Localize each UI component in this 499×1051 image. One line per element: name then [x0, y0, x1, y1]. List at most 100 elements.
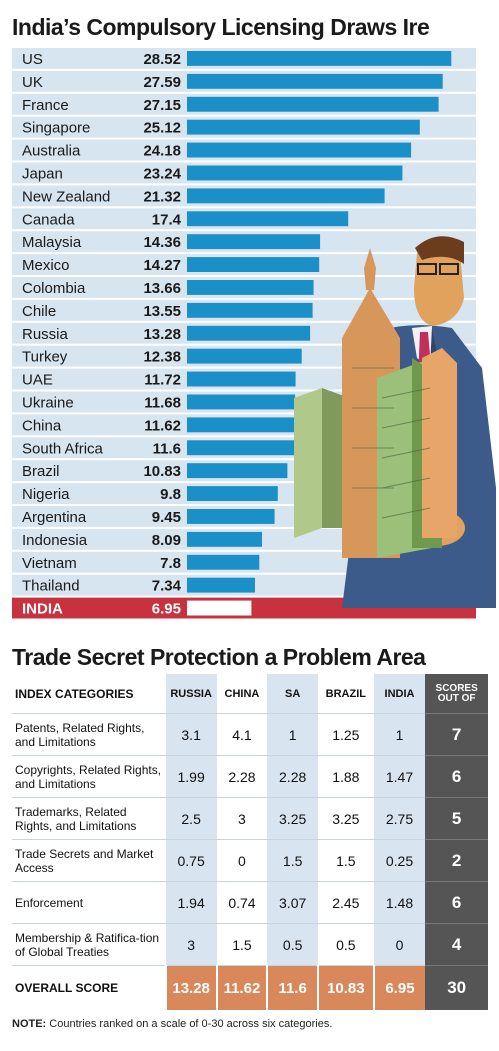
bar [187, 348, 302, 364]
bar [187, 51, 452, 66]
category-label: Mexico [22, 257, 70, 274]
bar [187, 577, 255, 593]
bar [187, 96, 439, 112]
value-label: 21.32 [143, 188, 181, 205]
table-cell: 2.5 [165, 797, 217, 840]
table-cell: 0 [216, 839, 268, 882]
value-label: 11.72 [144, 372, 181, 389]
bar [187, 257, 320, 272]
table-cell: 2.45 [317, 881, 374, 924]
table-row: Membership & Ratifica-tion of Global Tre… [12, 923, 488, 966]
value-label: 9.45 [152, 509, 181, 526]
category-label: New Zealand [22, 188, 110, 205]
header-scores-line1: SCORES [435, 682, 478, 694]
category-label: Nigeria [22, 486, 70, 503]
businessman-illustration [294, 236, 496, 608]
value-label: 17.4 [152, 211, 182, 228]
bar [187, 554, 260, 570]
table-row: Trade Secrets and Market Access 0.75 0 1.5 1… [12, 839, 488, 882]
table-cell: 0.5 [317, 923, 374, 966]
header-scores-out-of: SCORES OUT OF [425, 674, 488, 714]
value-label: 27.15 [143, 97, 181, 114]
row-category: Membership & Ratifica-tion of Global Tre… [12, 923, 166, 966]
row-category: Copyrights, Related Rights, and Limitati… [12, 755, 166, 798]
table-cell: 0.25 [373, 839, 426, 882]
value-label: 24.18 [143, 143, 181, 160]
overall-score-cell: 11.62 [215, 965, 268, 1010]
table-cell: 1.5 [317, 839, 374, 882]
category-label: South Africa [22, 440, 104, 457]
row-category: Trade Secrets and Market Access [12, 839, 166, 882]
value-label: 14.36 [143, 234, 181, 251]
category-label: Canada [22, 211, 75, 228]
table-cell: 0.74 [216, 881, 268, 924]
out-of-cell: 7 [425, 713, 488, 756]
category-label: Brazil [22, 463, 60, 480]
table-cell: 1.5 [267, 839, 318, 882]
table-cell: 3.25 [267, 797, 318, 840]
footnote-label: NOTE: [12, 1018, 47, 1030]
header-category: INDEX CATEGORIES [12, 674, 166, 714]
table-title: Trade Secret Protection a Problem Area [12, 644, 426, 670]
chart-title: India’s Compulsory Licensing Draws Ire [12, 14, 430, 40]
header-country: RUSSIA [165, 674, 217, 714]
row-category: Trademarks, Related Rights, and Limitati… [12, 797, 166, 840]
table-cell: 1 [267, 713, 318, 756]
overall-score-label: OVERALL SCORE [12, 965, 166, 1010]
category-label: Turkey [22, 349, 68, 366]
bar [187, 234, 321, 250]
category-label: Colombia [22, 280, 86, 297]
header-country: BRAZIL [317, 674, 374, 714]
table-row: Trademarks, Related Rights, and Limitati… [12, 797, 488, 840]
bar [187, 463, 288, 479]
category-label: Australia [22, 143, 81, 160]
category-label: Singapore [22, 120, 90, 137]
table-cell: 2.28 [267, 755, 318, 798]
table-cell: 3.07 [267, 881, 318, 924]
category-label: Japan [22, 166, 63, 183]
bar [187, 119, 420, 135]
table-row: Patents, Related Rights, and Limitations… [12, 713, 488, 756]
category-label: Ukraine [22, 395, 74, 412]
value-label: 23.24 [143, 166, 181, 183]
table-header-row: INDEX CATEGORIES RUSSIA CHINA SA BRAZIL … [12, 674, 488, 714]
overall-score-cell: 10.83 [316, 965, 374, 1010]
category-label: Argentina [22, 509, 87, 526]
highlight-bar [187, 600, 252, 616]
category-label: Vietnam [22, 555, 77, 572]
table-row: Enforcement 1.94 0.74 3.07 2.45 1.48 6 [12, 881, 488, 924]
value-label: 13.55 [143, 303, 181, 320]
out-of-cell: 4 [425, 923, 488, 966]
table-cell: 2.75 [373, 797, 426, 840]
category-label: Thailand [22, 578, 80, 595]
category-label: France [22, 97, 69, 114]
bar [187, 325, 311, 341]
table-cell: 1.94 [165, 881, 217, 924]
category-label: Chile [22, 303, 56, 320]
overall-out-of-cell: 30 [425, 965, 488, 1010]
category-label: China [22, 417, 62, 434]
index-table: INDEX CATEGORIES RUSSIA CHINA SA BRAZIL … [12, 674, 488, 1010]
value-label: 25.12 [143, 120, 181, 137]
overall-score-cell: 6.95 [372, 965, 426, 1010]
table-cell: 3 [165, 923, 217, 966]
table-cell: 0.75 [165, 839, 217, 882]
value-label: 9.8 [160, 486, 181, 503]
table-row: Copyrights, Related Rights, and Limitati… [12, 755, 488, 798]
value-label: 11.6 [153, 440, 181, 457]
category-label: Russia [22, 326, 69, 343]
value-label: 7.34 [152, 578, 182, 595]
bar [187, 302, 313, 318]
value-label: 11.62 [144, 417, 181, 434]
table-cell: 3.25 [317, 797, 374, 840]
footnote: NOTE: Countries ranked on a scale of 0-3… [12, 1018, 332, 1030]
value-label: 13.66 [143, 280, 181, 297]
table-cell: 0.5 [267, 923, 318, 966]
row-category: Enforcement [12, 881, 166, 924]
footnote-text: Countries ranked on a scale of 0-30 acro… [46, 1018, 333, 1030]
bar [187, 440, 295, 456]
category-label: Indonesia [22, 532, 88, 549]
value-label: 10.83 [143, 463, 181, 480]
row-category: Patents, Related Rights, and Limitations [12, 713, 166, 756]
out-of-cell: 6 [425, 755, 488, 798]
